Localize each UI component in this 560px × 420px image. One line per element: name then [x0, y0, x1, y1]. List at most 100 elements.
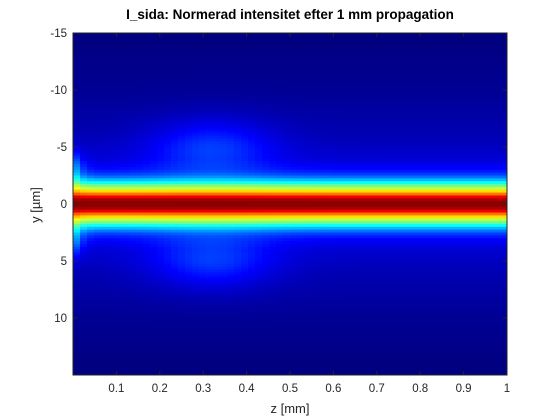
heatmap-cell: [143, 115, 151, 120]
heatmap-cell: [234, 278, 242, 282]
heatmap-cell: [108, 303, 116, 308]
heatmap-cell: [199, 337, 207, 342]
heatmap-cell: [346, 186, 354, 191]
heatmap-cell: [80, 323, 88, 328]
heatmap-cell: [325, 64, 333, 68]
heatmap-cell: [143, 226, 151, 231]
heatmap-cell: [115, 152, 123, 157]
heatmap-cell: [325, 127, 333, 131]
heatmap-cell: [353, 243, 361, 248]
heatmap-cell: [297, 72, 305, 77]
heatmap-cell: [199, 172, 207, 177]
heatmap-cell: [108, 67, 116, 71]
heatmap-cell: [101, 340, 109, 345]
heatmap-cell: [332, 164, 340, 168]
heatmap-cell: [206, 258, 214, 262]
heatmap-cell: [388, 141, 396, 145]
heatmap-cell: [122, 309, 130, 313]
heatmap-cell: [129, 258, 137, 262]
heatmap-cell: [276, 92, 284, 97]
heatmap-cell: [199, 226, 207, 231]
heatmap-cell: [199, 55, 207, 60]
heatmap-cell: [346, 221, 354, 225]
heatmap-cell: [311, 312, 319, 316]
heatmap-cell: [248, 215, 256, 219]
heatmap-cell: [360, 229, 368, 234]
heatmap-cell: [178, 118, 186, 122]
heatmap-cell: [255, 166, 263, 171]
heatmap-cell: [262, 346, 270, 350]
heatmap-cell: [220, 241, 228, 245]
heatmap-cell: [234, 181, 242, 185]
heatmap-cell: [276, 169, 284, 174]
heatmap-cell: [171, 272, 179, 276]
heatmap-cell: [297, 172, 305, 177]
heatmap-cell: [164, 64, 172, 68]
heatmap-cell: [339, 129, 347, 134]
heatmap-cell: [388, 58, 396, 63]
heatmap-cell: [101, 52, 109, 57]
heatmap-cell: [108, 309, 116, 313]
heatmap-cell: [80, 195, 88, 199]
heatmap-cell: [108, 95, 116, 100]
heatmap-cell: [199, 289, 207, 293]
heatmap-cell: [304, 115, 312, 120]
heatmap-cell: [94, 221, 102, 225]
heatmap-cell: [304, 258, 312, 262]
heatmap-cell: [276, 115, 284, 120]
heatmap-cell: [248, 92, 256, 97]
heatmap-cell: [199, 300, 207, 305]
heatmap-cell: [73, 241, 81, 245]
heatmap-cell: [304, 70, 312, 74]
heatmap-cell: [297, 127, 305, 131]
heatmap-cell: [290, 335, 298, 339]
heatmap-cell: [220, 52, 228, 57]
heatmap-cell: [353, 349, 361, 353]
heatmap-cell: [157, 189, 165, 194]
heatmap-cell: [374, 55, 382, 60]
heatmap-cell: [199, 246, 207, 251]
heatmap-cell: [283, 75, 291, 80]
heatmap-cell: [339, 206, 347, 211]
heatmap-cell: [227, 135, 235, 140]
heatmap-cell: [388, 303, 396, 308]
heatmap-cell: [192, 147, 200, 151]
heatmap-cell: [374, 181, 382, 185]
heatmap-cell: [346, 352, 354, 356]
heatmap-cell: [353, 303, 361, 308]
heatmap-cell: [318, 124, 326, 128]
heatmap-cell: [297, 84, 305, 88]
heatmap-cell: [374, 109, 382, 114]
heatmap-cell: [199, 149, 207, 154]
heatmap-cell: [150, 343, 158, 348]
heatmap-cell: [241, 309, 249, 313]
heatmap-cell: [101, 55, 109, 60]
heatmap-cell: [381, 175, 389, 179]
heatmap-cell: [94, 72, 102, 77]
heatmap-cell: [283, 147, 291, 151]
heatmap-cell: [255, 292, 263, 296]
heatmap-cell: [248, 98, 256, 102]
heatmap-cell: [206, 75, 214, 80]
heatmap-cell: [276, 263, 284, 268]
heatmap-cell: [87, 218, 95, 222]
heatmap-cell: [87, 326, 95, 330]
heatmap-cell: [220, 335, 228, 339]
heatmap-cell: [213, 152, 221, 157]
heatmap-cell: [388, 275, 396, 279]
heatmap-cell: [150, 204, 158, 208]
heatmap-cell: [339, 178, 347, 182]
heatmap-cell: [346, 75, 354, 80]
heatmap-cell: [241, 135, 249, 140]
heatmap-cell: [255, 283, 263, 288]
heatmap-cell: [122, 164, 130, 168]
heatmap-cell: [108, 289, 116, 293]
heatmap-cell: [381, 52, 389, 57]
heatmap-cell: [80, 92, 88, 97]
heatmap-cell: [171, 55, 179, 60]
heatmap-cell: [234, 312, 242, 316]
heatmap-cell: [339, 332, 347, 336]
heatmap-cell: [143, 184, 151, 188]
heatmap-cell: [276, 329, 284, 333]
heatmap-cell: [290, 169, 298, 174]
